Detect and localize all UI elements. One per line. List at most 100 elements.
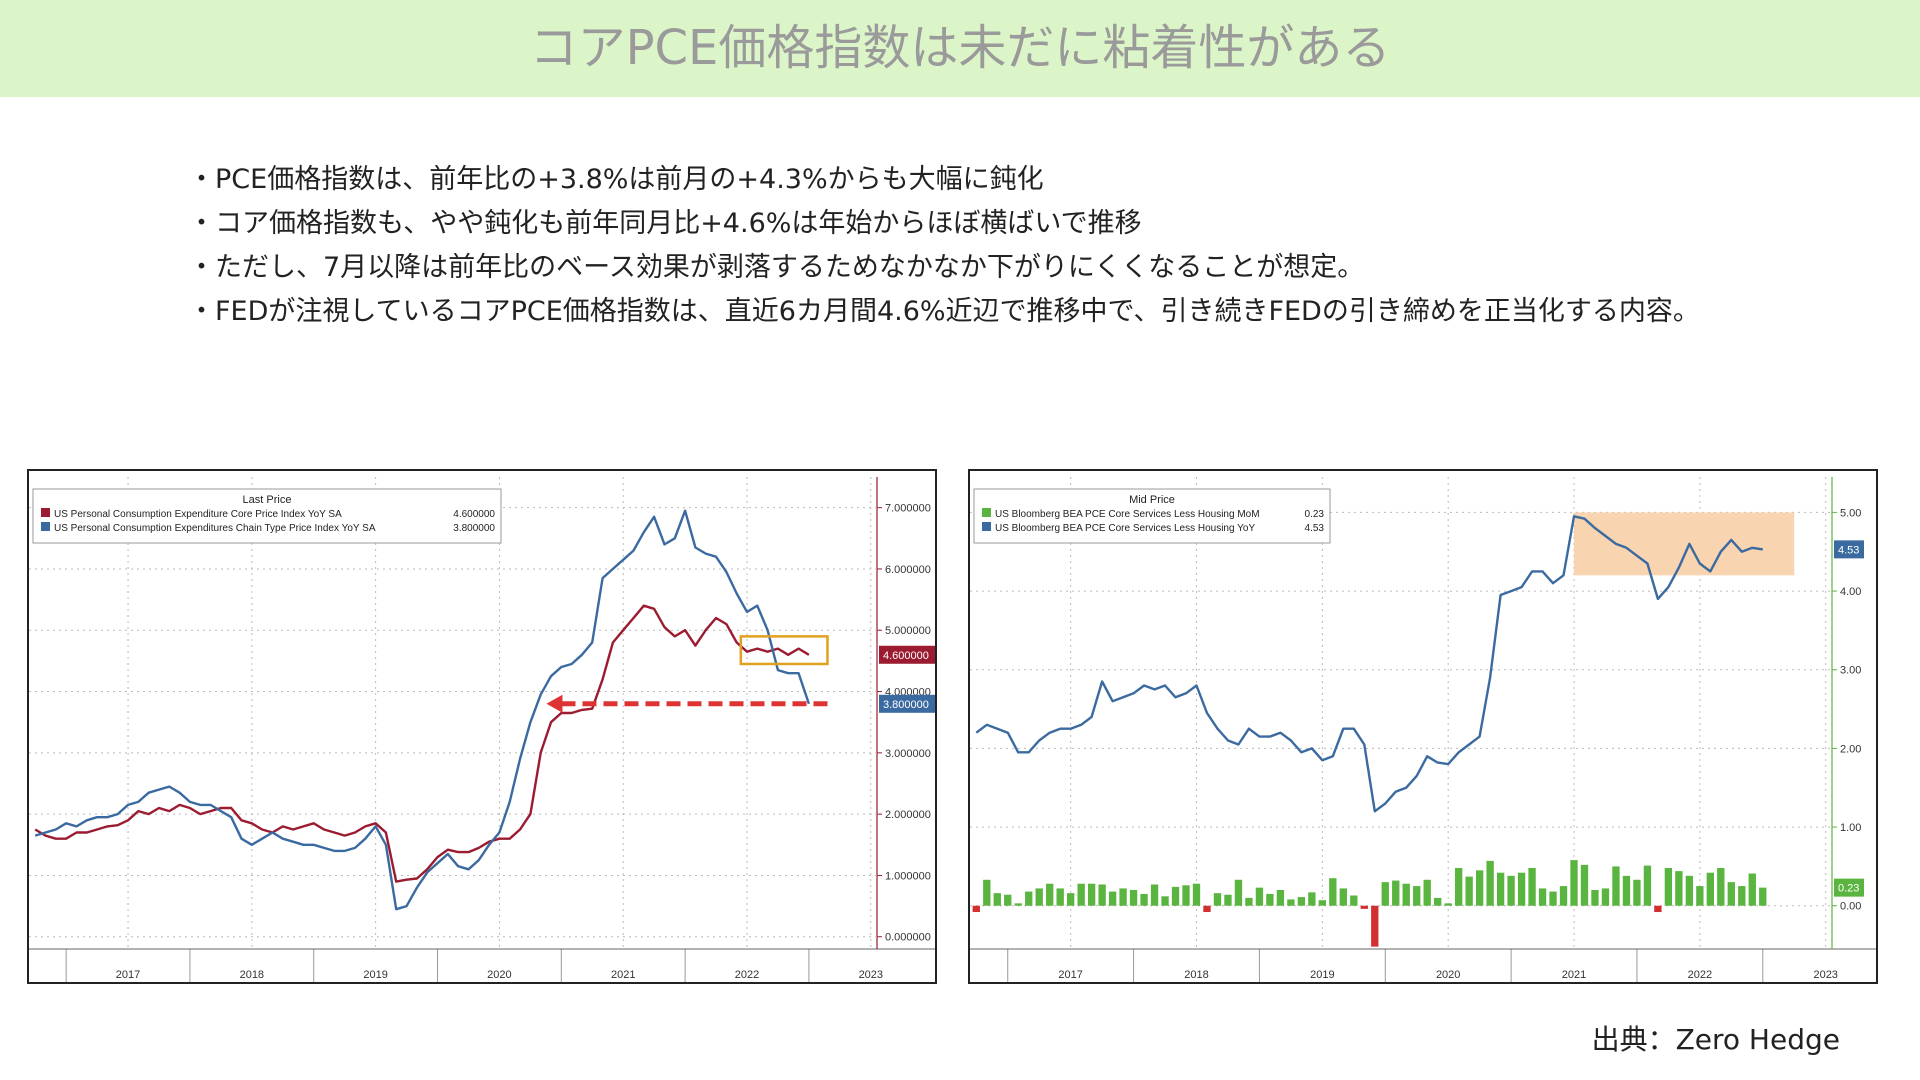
y-tick-label: 1.000000 — [885, 870, 931, 882]
bar-mark — [1423, 879, 1431, 906]
bar-mark — [1098, 884, 1106, 906]
bar-mark — [1392, 880, 1400, 906]
bar-mark — [1004, 894, 1012, 906]
dashed-arrow-head — [546, 694, 563, 713]
bar-mark — [1056, 888, 1064, 906]
bar-mark — [1486, 860, 1494, 906]
bar-mark — [1717, 867, 1725, 906]
bar-mark — [1129, 890, 1138, 906]
bar-mark — [1507, 875, 1515, 906]
y-tick-label: 0.00 — [1840, 901, 1861, 913]
bar-mark — [1413, 886, 1421, 906]
bar-mark — [983, 879, 991, 906]
bar-mark — [1350, 895, 1358, 906]
bar-mark — [1192, 883, 1201, 906]
x-tick-label: 2018 — [1184, 969, 1208, 981]
x-tick-label: 2018 — [240, 969, 264, 981]
last-value-label: 4.53 — [1838, 544, 1859, 556]
bar-mark — [1643, 865, 1652, 906]
x-tick-label: 2020 — [1436, 969, 1460, 981]
legend-title: Last Price — [243, 494, 292, 506]
bar-mark — [1528, 867, 1536, 906]
last-value-tag — [879, 645, 935, 664]
y-tick-label: 2.000000 — [885, 809, 931, 821]
x-tick-label: 2023 — [859, 969, 883, 981]
bar-mark — [1066, 893, 1075, 906]
legend-box — [32, 488, 502, 544]
bar-mark — [1444, 903, 1452, 906]
page-title: コアPCE価格指数は未だに粘着性がある — [529, 20, 1391, 76]
highlight-box — [739, 635, 829, 666]
bar-mark — [1182, 885, 1190, 906]
bar-mark — [1381, 882, 1389, 906]
y-tick-label: 6.000000 — [885, 564, 931, 576]
bar-mark — [1297, 897, 1306, 906]
bar-mark — [1633, 879, 1641, 906]
x-tick-label: 2017 — [116, 969, 140, 981]
legend-title: Mid Price — [1129, 494, 1175, 506]
y-tick-label: 4.00 — [1840, 586, 1861, 598]
bar-mark — [1046, 883, 1054, 906]
bar-mark — [1549, 891, 1557, 906]
bar-mark — [1570, 860, 1578, 906]
bar-mark — [1465, 876, 1473, 906]
x-tick-label: 2020 — [487, 969, 511, 981]
bar-mark — [1580, 864, 1589, 906]
bar-mark — [1087, 883, 1096, 906]
x-tick-label: 2023 — [1813, 969, 1837, 981]
title-bar — [0, 0, 1920, 97]
legend-entry: US Personal Consumption Expenditure Core… — [54, 509, 342, 520]
bar-mark — [1150, 884, 1159, 906]
y-tick-label: 3.000000 — [885, 748, 931, 760]
bar-mark — [1140, 893, 1148, 906]
bar-mark — [1696, 886, 1704, 906]
last-value-label: 4.600000 — [883, 650, 929, 662]
bullet-item: ・コア価格指数も、やや鈍化も前年同月比+4.6%は年始からほぼ横ばいで推移 — [188, 208, 1142, 239]
bullet-item: ・PCE価格指数は、前年比の+3.8%は前月の+4.3%からも大幅に鈍化 — [188, 164, 1044, 195]
legend-entry: US Bloomberg BEA PCE Core Services Less … — [995, 523, 1255, 534]
bar-mark — [1025, 891, 1033, 906]
series-line — [975, 515, 1763, 813]
bar-mark — [1402, 883, 1410, 906]
bar-mark — [1077, 883, 1085, 906]
last-value-tag — [1834, 878, 1864, 897]
bar-mark — [1706, 872, 1714, 906]
highlight-band — [1574, 512, 1795, 576]
last-value-tag — [879, 694, 935, 713]
bar-mark — [1601, 888, 1610, 906]
bar-mark — [1224, 894, 1232, 906]
y-tick-label: 2.00 — [1840, 743, 1861, 755]
y-tick-label: 5.00 — [1840, 507, 1861, 519]
bar-mark — [1475, 870, 1484, 906]
bar-mark — [1119, 888, 1127, 906]
bar-mark — [1434, 897, 1442, 906]
bar-mark — [1748, 873, 1756, 906]
y-tick-label: 7.000000 — [885, 503, 931, 515]
bar-mark — [1685, 875, 1694, 906]
source-credit: 出典：Zero Hedge — [1591, 1023, 1840, 1056]
legend-swatch — [41, 522, 50, 531]
bar-mark — [1675, 871, 1683, 906]
x-tick-label: 2022 — [735, 969, 759, 981]
bar-mark — [1108, 891, 1117, 906]
bar-mark — [1171, 886, 1180, 906]
bar-mark — [1371, 905, 1379, 947]
bar-mark — [1255, 887, 1264, 906]
bar-mark — [1318, 900, 1327, 906]
legend-value: 4.600000 — [453, 509, 495, 520]
bar-mark — [1591, 890, 1599, 906]
legend-box — [973, 488, 1331, 544]
services-chart-svg: 2017 2018 2019 2020 2021 2022 2023 0.00 1.00 2.00… — [970, 477, 1876, 982]
bar-mark — [972, 905, 980, 913]
legend-entry: US Personal Consumption Expenditures Cha… — [54, 523, 376, 534]
bar-mark — [1559, 886, 1568, 906]
bar-mark — [1203, 905, 1211, 913]
bar-mark — [1727, 882, 1735, 906]
series-line — [34, 509, 811, 911]
legend-swatch — [982, 522, 991, 531]
bar-mark — [1738, 886, 1746, 906]
bar-mark — [1339, 888, 1347, 906]
bullet-item: ・FEDが注視しているコアPCE価格指数は、直近6カ月間4.6%近辺で推移中で、… — [188, 296, 1700, 327]
bar-mark — [993, 893, 1001, 906]
bar-mark — [1161, 896, 1169, 906]
